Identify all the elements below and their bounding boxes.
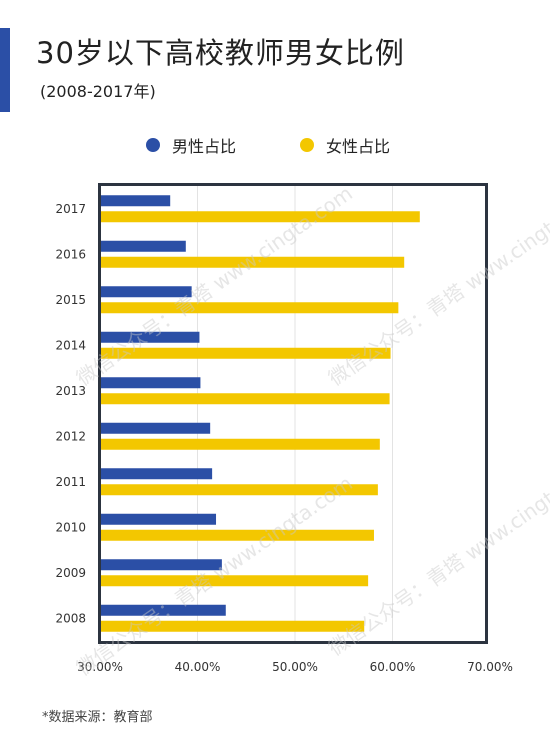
y-tick-label: 2011 bbox=[55, 475, 86, 489]
x-tick-label: 60.00% bbox=[370, 660, 416, 674]
y-tick-label: 2010 bbox=[55, 520, 86, 534]
bar-female bbox=[101, 211, 420, 223]
bar-male bbox=[101, 286, 192, 298]
bar-male bbox=[101, 468, 213, 480]
y-tick-label: 2009 bbox=[55, 566, 86, 580]
bar-male bbox=[101, 240, 186, 252]
bar-female bbox=[101, 302, 399, 314]
x-tick-label: 70.00% bbox=[467, 660, 513, 674]
data-source-footnote: *数据来源：教育部 bbox=[42, 710, 153, 725]
bar-female bbox=[101, 484, 378, 496]
bar-female bbox=[101, 575, 369, 587]
bar-male bbox=[101, 195, 171, 207]
title-accent-bar bbox=[0, 28, 10, 112]
y-tick-label: 2012 bbox=[55, 429, 86, 443]
y-tick-label: 2015 bbox=[55, 293, 86, 307]
legend-dot-female bbox=[300, 138, 314, 152]
bar-female bbox=[101, 620, 365, 632]
bar-female bbox=[101, 256, 405, 268]
y-tick-label: 2017 bbox=[55, 202, 86, 216]
x-tick-label: 40.00% bbox=[175, 660, 221, 674]
bar-male bbox=[101, 331, 200, 343]
bar-female bbox=[101, 347, 391, 359]
bar-female bbox=[101, 393, 390, 405]
legend-dot-male bbox=[146, 138, 160, 152]
bar-male bbox=[101, 604, 226, 616]
bar-male bbox=[101, 513, 217, 525]
bar-female bbox=[101, 529, 374, 541]
legend-label-female: 女性占比 bbox=[326, 137, 391, 156]
bar-male bbox=[101, 377, 201, 389]
y-tick-label: 2016 bbox=[55, 247, 86, 261]
legend-item-male: 男性占比 bbox=[146, 133, 236, 157]
bar-male bbox=[101, 422, 211, 434]
x-tick-label: 30.00% bbox=[77, 660, 123, 674]
y-tick-label: 2014 bbox=[55, 338, 86, 352]
y-tick-label: 2008 bbox=[55, 611, 86, 625]
legend-item-female: 女性占比 bbox=[300, 133, 390, 157]
bar-male bbox=[101, 559, 222, 571]
x-tick-label: 50.00% bbox=[272, 660, 318, 674]
bar-female bbox=[101, 438, 380, 450]
chart-subtitle: (2008-2017年) bbox=[40, 82, 156, 101]
legend: 男性占比 女性占比 bbox=[0, 133, 550, 157]
y-tick-label: 2013 bbox=[55, 384, 86, 398]
chart-title: 30岁以下高校教师男女比例 bbox=[36, 36, 405, 70]
legend-label-male: 男性占比 bbox=[172, 137, 237, 156]
